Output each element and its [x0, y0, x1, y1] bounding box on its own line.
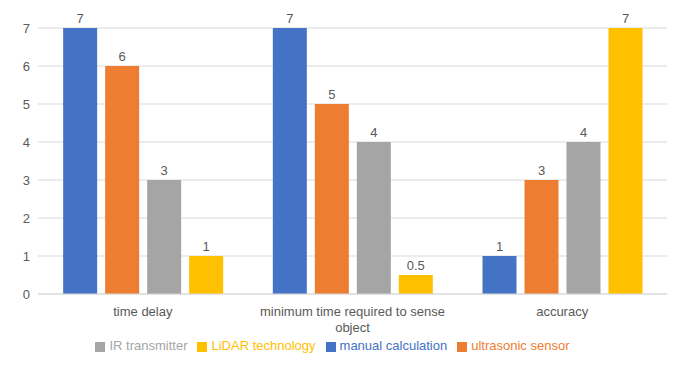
svg-text:0: 0 [23, 287, 30, 302]
svg-text:4: 4 [370, 125, 377, 140]
svg-text:3: 3 [538, 163, 545, 178]
svg-text:minimum time required to sense: minimum time required to senseobject [260, 304, 445, 335]
svg-text:0.5: 0.5 [407, 258, 425, 273]
svg-text:1: 1 [496, 239, 503, 254]
svg-text:5: 5 [23, 97, 30, 112]
svg-text:3: 3 [161, 163, 168, 178]
svg-text:7: 7 [622, 11, 629, 26]
svg-text:7: 7 [23, 21, 30, 36]
html-text:manual calculation: manual calculation [339, 338, 448, 353]
svg-text:6: 6 [23, 59, 30, 74]
html-text:LiDAR technology: LiDAR technology [211, 338, 316, 353]
svg-text:1: 1 [203, 239, 210, 254]
svg-text:4: 4 [580, 125, 587, 140]
svg-text:6: 6 [119, 49, 126, 64]
svg-text:5: 5 [328, 87, 335, 102]
svg-text:time delay: time delay [113, 304, 173, 319]
svg-text:7: 7 [77, 11, 84, 26]
svg-text:2: 2 [23, 211, 30, 226]
svg-text:3: 3 [23, 173, 30, 188]
html-text:ultrasonic sensor: ultrasonic sensor [471, 338, 570, 353]
svg-text:1: 1 [23, 249, 30, 264]
svg-text:4: 4 [23, 135, 30, 150]
svg-text:7: 7 [286, 11, 293, 26]
svg-text:accuracy: accuracy [536, 304, 589, 319]
html-text:IR transmitter: IR transmitter [109, 338, 188, 353]
